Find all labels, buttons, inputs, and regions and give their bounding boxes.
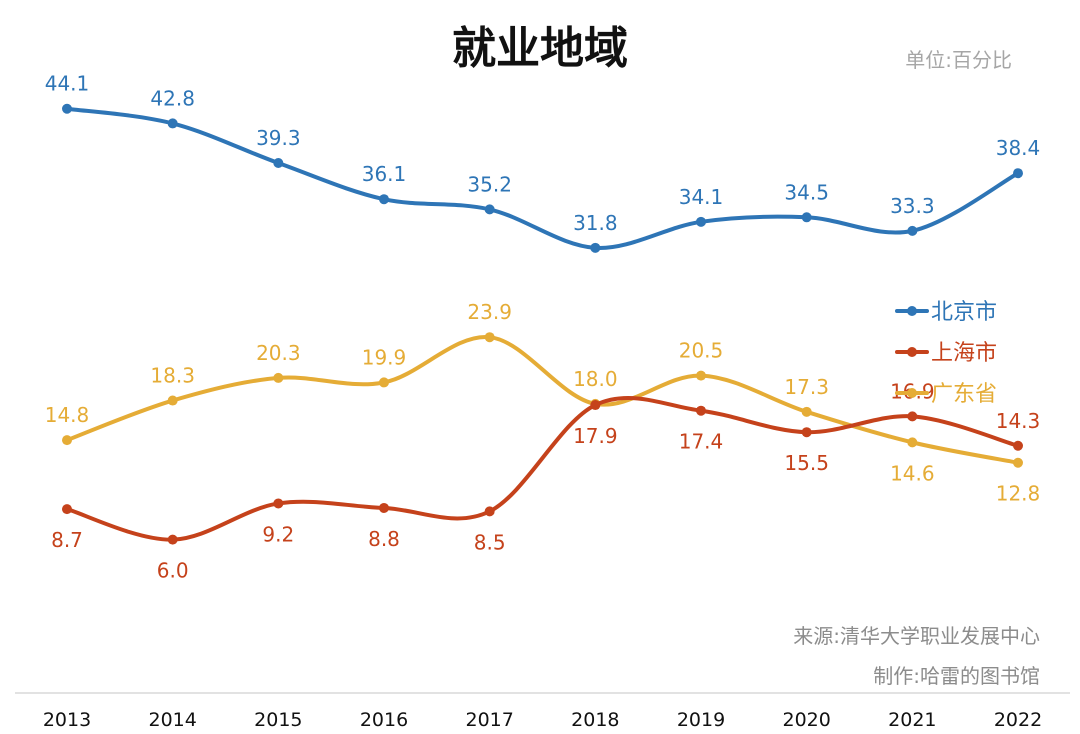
series-line	[65, 106, 1020, 250]
data-label: 15.5	[784, 451, 829, 475]
data-point	[167, 118, 178, 129]
data-label: 31.8	[573, 211, 618, 235]
legend-swatch-dot	[907, 306, 917, 316]
legend-item: 北京市	[895, 300, 997, 325]
data-point	[273, 158, 284, 169]
data-label: 8.5	[474, 530, 506, 554]
data-point	[696, 370, 706, 381]
data-label: 20.5	[679, 339, 724, 363]
data-label: 44.1	[45, 72, 90, 96]
data-label: 42.8	[150, 86, 195, 110]
x-axis-ticks: 2013 2014 2015 2016 2017 2018 2019 2020 2021 2022	[43, 709, 1042, 731]
source-note: 来源:清华大学职业发展中心	[793, 624, 1040, 648]
data-point	[801, 212, 812, 223]
data-label: 17.9	[573, 424, 618, 448]
data-point	[1013, 440, 1023, 451]
data-point	[379, 502, 389, 513]
data-point	[590, 242, 601, 253]
data-label: 36.1	[362, 162, 407, 186]
legend-swatch-dot	[907, 388, 917, 398]
data-point	[167, 534, 178, 545]
unit-label: 单位:百分比	[905, 48, 1012, 72]
x-tick-label: 2016	[360, 709, 408, 731]
legend-item: 上海市	[895, 341, 997, 366]
data-label: 33.3	[890, 194, 935, 218]
data-label: 14.8	[45, 403, 90, 427]
data-point	[62, 103, 72, 114]
series-0: 44.1 42.8 39.3 36.1 35.2 31.8 34.1 34.5 33.3 38.4	[45, 72, 1041, 253]
data-label: 14.6	[890, 461, 935, 485]
data-point	[696, 405, 706, 416]
data-label: 34.1	[679, 185, 724, 209]
data-label: 38.4	[996, 136, 1041, 160]
series-layer: 14.8 18.3 20.3 19.9 23.9 18.0 20.5 17.3 14.6 12.8…	[45, 72, 1041, 583]
data-point	[907, 437, 918, 448]
data-label: 20.3	[256, 341, 301, 365]
x-tick-label: 2015	[254, 709, 302, 731]
data-label: 12.8	[996, 482, 1041, 506]
legend-swatch-dot	[907, 347, 917, 357]
data-label: 19.9	[362, 345, 407, 369]
data-point	[801, 406, 812, 417]
maker-note: 制作:哈雷的图书馆	[873, 664, 1040, 688]
data-label: 8.7	[51, 528, 83, 552]
data-point	[801, 427, 812, 438]
legend-label: 广东省	[931, 382, 997, 407]
x-tick-label: 2022	[994, 709, 1042, 731]
data-label: 6.0	[157, 559, 189, 583]
data-point	[62, 504, 72, 515]
data-point	[273, 498, 284, 509]
data-point	[1013, 457, 1023, 468]
series-line	[65, 396, 1020, 542]
data-point	[167, 395, 178, 406]
legend-label: 北京市	[931, 300, 997, 325]
chart-title: 就业地域	[452, 23, 628, 74]
data-point	[484, 332, 495, 343]
data-label: 17.4	[679, 430, 724, 454]
data-label: 14.3	[996, 409, 1041, 433]
data-point	[696, 216, 706, 227]
data-label: 34.5	[784, 180, 829, 204]
data-label: 17.3	[784, 375, 829, 399]
x-tick-label: 2018	[571, 709, 619, 731]
data-label: 39.3	[256, 126, 301, 150]
data-label: 8.8	[368, 527, 400, 551]
data-point	[62, 435, 72, 446]
data-point	[379, 377, 389, 388]
data-label: 35.2	[467, 172, 512, 196]
x-tick-label: 2017	[465, 709, 513, 731]
data-point	[1013, 168, 1023, 179]
data-label: 23.9	[467, 300, 512, 324]
legend-item: 广东省	[895, 382, 997, 407]
series-1: 8.76.09.28.88.517.917.415.516.914.3	[51, 379, 1040, 582]
x-tick-label: 2019	[677, 709, 725, 731]
data-point	[907, 411, 918, 422]
data-point	[273, 372, 284, 383]
data-point	[590, 400, 601, 411]
x-tick-label: 2020	[782, 709, 830, 731]
data-point	[484, 506, 495, 517]
x-tick-label: 2014	[148, 709, 196, 731]
x-tick-label: 2013	[43, 709, 91, 731]
data-label: 9.2	[262, 522, 294, 546]
series-2: 14.8 18.3 20.3 19.9 23.9 18.0 20.5 17.3 14.6 12.8	[45, 300, 1041, 506]
data-point	[484, 204, 495, 215]
data-label: 18.3	[150, 364, 195, 388]
series-line	[65, 335, 1020, 465]
legend-label: 上海市	[931, 341, 997, 366]
data-point	[907, 225, 918, 236]
data-label: 18.0	[573, 367, 618, 391]
data-point	[379, 194, 389, 205]
x-tick-label: 2021	[888, 709, 936, 731]
